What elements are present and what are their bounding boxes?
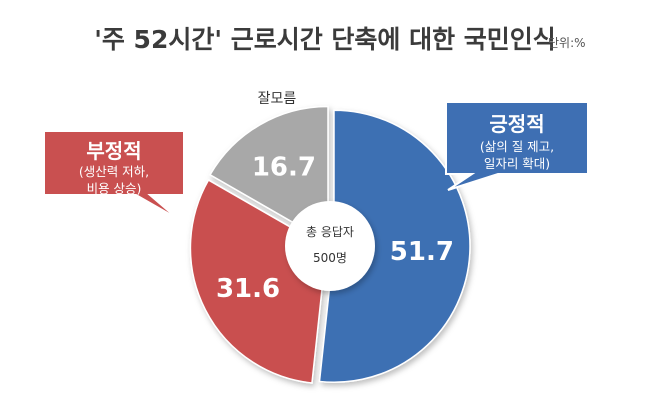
chart-title: '주 52시간' 근로시간 단축에 대한 국민인식 bbox=[94, 25, 556, 54]
pie-slice-2 bbox=[209, 105, 329, 244]
pie-value-label-0: 51.7 bbox=[390, 237, 454, 267]
callout-positive-line2: 일자리 확대) bbox=[483, 156, 551, 171]
center-label-count: 500명 bbox=[313, 251, 347, 265]
callout-positive: 긍정적 (삶의 질 제고, 일자리 확대) bbox=[442, 98, 592, 193]
pie-value-label-1: 31.6 bbox=[216, 274, 280, 304]
callout-negative-line1: (생산력 저하, bbox=[78, 164, 150, 179]
callout-positive-title: 긍정적 bbox=[489, 112, 545, 136]
callout-positive-bubble bbox=[445, 101, 589, 191]
donut-hole bbox=[285, 201, 375, 291]
center-label-respondents: 총 응답자 bbox=[306, 225, 354, 239]
callout-negative: 부정적 (생산력 저하, 비용 상승) bbox=[40, 127, 188, 222]
callout-positive-line1: (삶의 질 제고, bbox=[479, 139, 555, 154]
pie-slice-0 bbox=[318, 109, 471, 383]
label-unknown: 잘모름 bbox=[258, 91, 297, 107]
callout-negative-bubble bbox=[43, 130, 185, 220]
callout-negative-title: 부정적 bbox=[86, 139, 142, 163]
unit-label: 단위:% bbox=[548, 36, 586, 50]
callout-negative-line2: 비용 상승) bbox=[86, 181, 142, 196]
pie-value-label-2: 16.7 bbox=[252, 152, 316, 182]
